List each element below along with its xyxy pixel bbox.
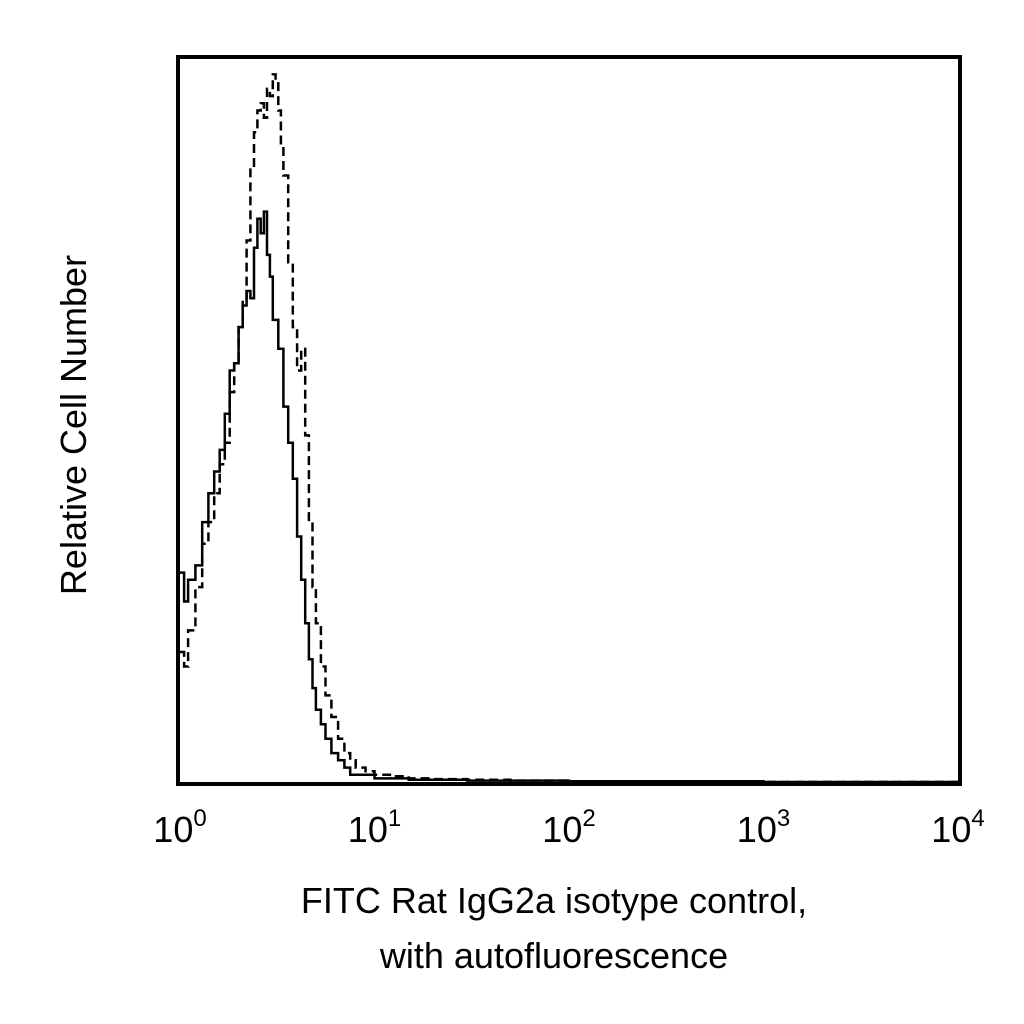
x-tick-label: 104 — [931, 805, 984, 850]
x-tick-exponent: 4 — [971, 805, 984, 832]
x-tick-label: 103 — [737, 805, 790, 850]
plot-frame — [176, 55, 962, 786]
x-axis-title-line-2: with autofluorescence — [379, 935, 728, 976]
x-tick-base: 10 — [153, 809, 193, 850]
x-tick-base: 10 — [348, 809, 388, 850]
dashed-series-line — [180, 73, 958, 784]
x-tick-base: 10 — [737, 809, 777, 850]
x-tick-exponent: 2 — [582, 805, 595, 832]
plot-lines — [180, 73, 958, 784]
x-tick-exponent: 1 — [388, 805, 401, 832]
x-tick-label: 100 — [153, 805, 206, 850]
y-axis-title: Relative Cell Number — [53, 255, 94, 595]
x-tick-label: 101 — [348, 805, 401, 850]
x-tick-base: 10 — [931, 809, 971, 850]
x-tick-label: 102 — [542, 805, 595, 850]
x-tick-exponent: 0 — [193, 805, 206, 832]
x-tick-labels: 100 101 102 103 104 — [153, 805, 984, 850]
x-tick-base: 10 — [542, 809, 582, 850]
x-axis-title-line-1: FITC Rat IgG2a isotype control, — [301, 880, 807, 921]
solid-series-line — [180, 210, 958, 784]
x-tick-exponent: 3 — [777, 805, 790, 832]
